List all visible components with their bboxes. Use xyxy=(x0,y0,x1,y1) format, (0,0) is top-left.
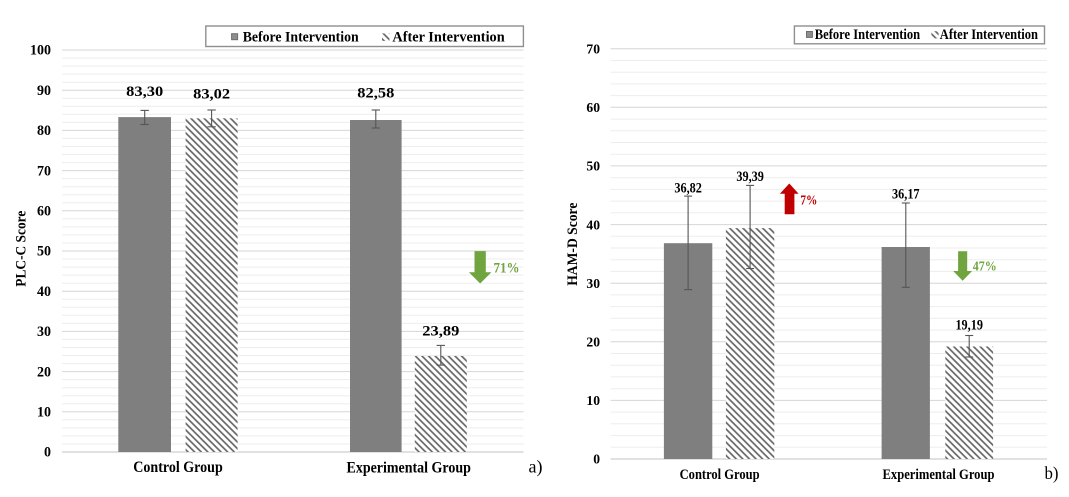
svg-text:82,58: 82,58 xyxy=(357,85,394,101)
svg-text:HAM-D Score: HAM-D Score xyxy=(565,202,581,286)
svg-text:90: 90 xyxy=(37,83,51,99)
svg-text:50: 50 xyxy=(586,159,600,174)
svg-text:PLC-C Score: PLC-C Score xyxy=(14,210,30,286)
svg-text:70: 70 xyxy=(586,41,600,56)
svg-text:Experimental Group: Experimental Group xyxy=(883,467,995,483)
svg-text:b): b) xyxy=(1045,463,1059,484)
svg-text:10: 10 xyxy=(586,393,600,408)
svg-text:40: 40 xyxy=(37,284,51,300)
svg-text:Before Intervention: Before Intervention xyxy=(243,29,359,45)
svg-text:20: 20 xyxy=(37,364,51,380)
svg-text:Experimental Group: Experimental Group xyxy=(347,460,471,477)
svg-text:60: 60 xyxy=(586,100,600,115)
svg-text:Control Group: Control Group xyxy=(680,467,760,483)
svg-text:60: 60 xyxy=(37,204,51,220)
svg-text:After Intervention: After Intervention xyxy=(940,27,1038,43)
svg-text:a): a) xyxy=(529,457,543,478)
svg-text:Control Group: Control Group xyxy=(133,459,223,476)
svg-text:30: 30 xyxy=(37,324,51,340)
svg-text:83,30: 83,30 xyxy=(126,84,163,100)
svg-text:10: 10 xyxy=(37,405,51,421)
svg-text:7%: 7% xyxy=(800,193,817,208)
svg-text:23,89: 23,89 xyxy=(422,324,459,340)
svg-text:After Intervention: After Intervention xyxy=(392,29,504,45)
svg-text:20: 20 xyxy=(586,335,600,350)
svg-text:30: 30 xyxy=(586,276,600,291)
svg-text:70: 70 xyxy=(37,163,51,179)
svg-text:47%: 47% xyxy=(973,260,997,275)
svg-text:Before Intervention: Before Intervention xyxy=(815,27,920,43)
svg-text:0: 0 xyxy=(44,445,51,461)
svg-text:36,17: 36,17 xyxy=(892,186,920,202)
svg-text:80: 80 xyxy=(37,123,51,139)
svg-text:100: 100 xyxy=(30,43,51,59)
svg-text:0: 0 xyxy=(593,452,600,467)
svg-text:40: 40 xyxy=(586,217,600,232)
svg-text:39,39: 39,39 xyxy=(736,169,764,185)
svg-text:19,19: 19,19 xyxy=(955,318,983,334)
svg-text:50: 50 xyxy=(37,244,51,260)
svg-text:71%: 71% xyxy=(494,260,520,276)
svg-text:83,02: 83,02 xyxy=(193,86,230,102)
svg-text:36,82: 36,82 xyxy=(674,180,702,196)
